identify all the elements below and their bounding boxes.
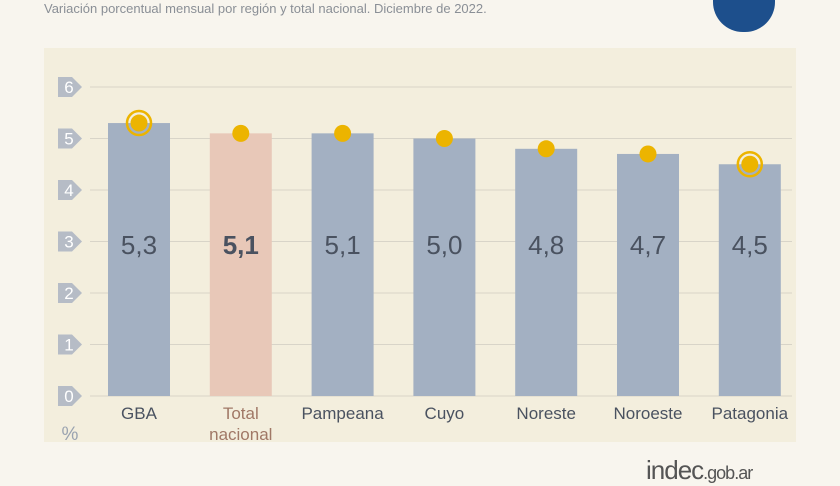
x-tick-label: Patagonia [712, 404, 789, 423]
x-tick-label: Noroeste [614, 404, 683, 423]
dot-ring [736, 151, 764, 178]
data-dot [232, 124, 250, 142]
x-tick-label: Noreste [516, 404, 576, 423]
bar [209, 133, 272, 396]
data-dot [130, 114, 148, 132]
bar-value-label: 5,1 [325, 230, 361, 260]
x-tick-label: nacional [209, 425, 272, 444]
y-tick-marker [58, 180, 82, 200]
bar [617, 153, 679, 396]
bar [413, 138, 476, 396]
data-dot [639, 145, 657, 163]
y-axis-label: % [62, 424, 79, 445]
y-tick-marker [58, 231, 82, 252]
y-tick-label: 4 [64, 181, 73, 200]
y-tick-label: 0 [64, 387, 73, 406]
y-tick-label: 2 [64, 284, 73, 303]
y-tick-label: 3 [64, 233, 73, 252]
x-tick-label: Total [223, 404, 259, 423]
y-tick-label: 5 [64, 130, 73, 149]
bar-chart: 0 1 2 3 4 5 6% 5,3 GBA 5,1 Total nacional 5,1 Pampean… [58, 77, 792, 445]
bar [718, 164, 781, 396]
y-tick-label: 6 [64, 78, 73, 97]
bar-value-label: 5,0 [426, 230, 462, 260]
dot-ring [125, 109, 153, 137]
bar [515, 148, 578, 396]
y-tick-marker [58, 128, 82, 149]
bar [311, 133, 374, 396]
data-dot [435, 130, 453, 147]
data-dot [334, 124, 352, 142]
bar-value-label: 4,5 [732, 230, 768, 260]
data-dot [741, 155, 759, 173]
chart-subtitle: Variación porcentual mensual por región … [44, 1, 487, 16]
bar [108, 123, 170, 397]
indec-logo: indec.gob.ar [646, 455, 753, 485]
y-tick-marker [58, 283, 82, 303]
y-tick-marker [58, 334, 82, 355]
x-tick-label: Pampeana [301, 404, 384, 423]
bar-value-label: 4,7 [630, 230, 666, 260]
x-tick-label: Cuyo [425, 404, 465, 423]
bar-value-label: 4,8 [528, 230, 564, 260]
bar-value-label: 5,3 [121, 230, 157, 260]
y-tick-marker [58, 77, 82, 97]
y-tick-label: 1 [64, 336, 73, 355]
x-tick-label: GBA [121, 404, 158, 423]
y-tick-marker [58, 386, 82, 406]
bar-value-label: 5,1 [223, 230, 259, 260]
data-dot [537, 140, 555, 158]
